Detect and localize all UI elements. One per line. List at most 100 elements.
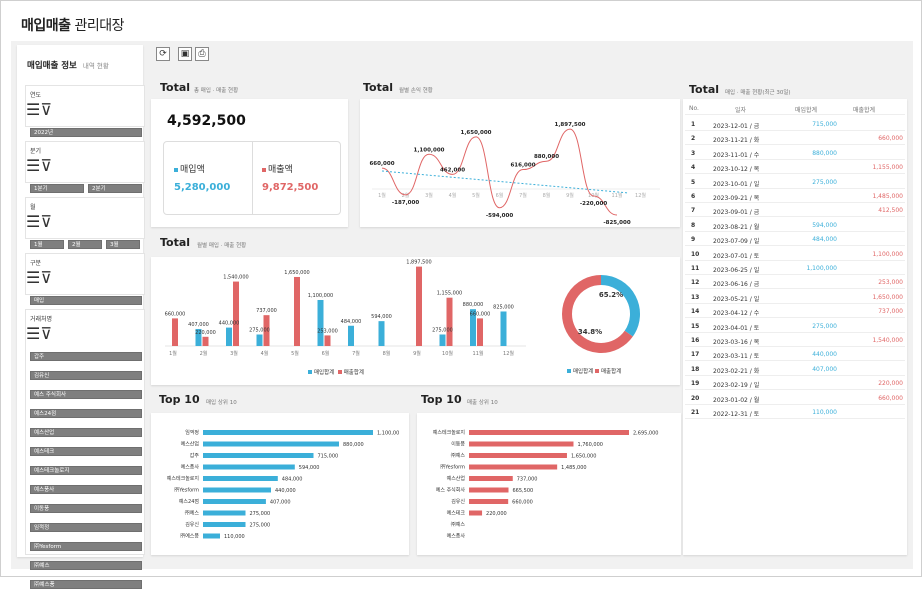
slicer-item[interactable]: 매입 (30, 296, 142, 305)
slicer-item[interactable]: 예스산업 (30, 428, 142, 437)
table-row[interactable]: 20 2023-01-02 / 월 660,000 (685, 391, 905, 405)
bar-sell (294, 276, 300, 346)
column-header[interactable]: No. (689, 105, 699, 112)
x-tick-label: 5월 (472, 192, 480, 199)
slicer-item[interactable]: 김유신 (30, 371, 142, 380)
clear-filter-icon[interactable]: ⊽ (40, 212, 53, 231)
x-tick-label: 3월 (230, 350, 238, 357)
table-row[interactable]: 13 2023-05-21 / 일 1,650,000 (685, 290, 905, 304)
multi-select-icon[interactable]: ☰ (26, 156, 41, 175)
slicer-item[interactable]: 예스테크놀로지 (30, 466, 142, 475)
table-row[interactable]: 17 2023-03-11 / 토 440,000 (685, 347, 905, 362)
row-buy: 715,000 (812, 121, 837, 128)
table-row[interactable]: 1 2023-12-01 / 금 715,000 (685, 117, 905, 131)
multi-select-icon[interactable]: ☰ (26, 268, 41, 287)
donut-slice-buy (600, 275, 640, 337)
slicer-item[interactable]: 1월 (30, 240, 64, 249)
slicer-item[interactable]: ㈜예스 (30, 561, 142, 570)
slicer-item[interactable]: 예스풍사 (30, 485, 142, 494)
top-bar (203, 499, 266, 504)
filter-heading: 매입매출 정보 내역 현황 (27, 61, 109, 71)
list-subtitle: 매입 · 매출 현황(최근 30일) (725, 90, 791, 96)
donut-sell-label: 65.2% (599, 291, 623, 299)
x-tick-label: 11월 (612, 192, 623, 199)
table-row[interactable]: 2 2023-11-21 / 화 660,000 (685, 131, 905, 146)
row-no: 21 (691, 409, 700, 416)
slicer-item[interactable]: 2월 (68, 240, 102, 249)
point-value-label: -825,000 (603, 220, 631, 226)
point-value-label: 1,650,000 (461, 130, 492, 136)
slicer-item[interactable]: 2분기 (88, 184, 142, 193)
column-header[interactable]: 일자 (735, 107, 747, 114)
table-row[interactable]: 16 2023-03-16 / 목 1,540,000 (685, 333, 905, 347)
table-row[interactable]: 21 2022-12-31 / 토 110,000 (685, 405, 905, 419)
multi-select-icon[interactable]: ☰ (26, 100, 41, 119)
point-value-label: -187,000 (392, 200, 420, 206)
bar-value-label: 660,000 (165, 311, 186, 317)
slicer-item[interactable]: 이동풍 (30, 504, 142, 513)
table-row[interactable]: 11 2023-06-25 / 일 1,100,000 (685, 261, 905, 275)
bar-buy (378, 321, 385, 346)
slicer-item[interactable]: ㈜Yesform (30, 542, 142, 551)
refresh-button[interactable]: ⟳ (156, 47, 170, 61)
table-row[interactable]: 7 2023-09-01 / 금 412,500 (685, 203, 905, 218)
bar-value-label: 440,000 (219, 321, 240, 327)
x-tick-label: 7월 (519, 192, 527, 199)
table-row[interactable]: 9 2023-07-09 / 일 484,000 (685, 232, 905, 247)
slicer-item[interactable]: 예스24점 (30, 409, 142, 418)
clear-filter-icon[interactable]: ⊽ (40, 324, 53, 343)
bar-sell (172, 318, 178, 346)
bar-value-label: 1,897,500 (406, 260, 431, 266)
kpi-box: 매입액 5,280,000 매출액 9,872,500 (163, 141, 341, 215)
top-bar (469, 476, 513, 481)
profit-line (381, 128, 618, 216)
table-row[interactable]: 15 2023-04-01 / 토 275,000 (685, 319, 905, 333)
row-date: 2023-02-21 / 화 (713, 367, 760, 375)
slicer-item[interactable]: 예스 주식회사 (30, 390, 142, 399)
table-row[interactable]: 10 2023-07-01 / 토 1,100,000 (685, 247, 905, 261)
x-tick-label: 9월 (566, 192, 574, 199)
top-category-label: 예스테크놀로지 (167, 475, 199, 482)
slicer-item[interactable]: 3월 (106, 240, 140, 249)
ratio-donut-chart: 65.2% 34.8% (562, 275, 640, 353)
monthly-bar-chart: 1월 660,000 2월 407,000 220,000 3월 440,000 1,540,… (165, 260, 526, 357)
row-sell: 220,000 (878, 380, 903, 388)
print-button[interactable]: ⎙ (195, 47, 209, 61)
row-sell: 412,500 (878, 207, 903, 215)
slicer-item[interactable]: ㈜예스풍 (30, 580, 142, 589)
table-row[interactable]: 19 2023-02-19 / 일 220,000 (685, 376, 905, 391)
profit-title: Total (363, 81, 394, 94)
slicer-item[interactable]: 1분기 (30, 184, 84, 193)
slicer-item[interactable]: 2022년 (30, 128, 142, 137)
x-tick-label: 6월 (322, 350, 330, 357)
clear-filter-icon[interactable]: ⊽ (40, 156, 53, 175)
slicer-quarter: 분기☰⊽1분기2분기3분기4분기 (25, 141, 145, 212)
table-row[interactable]: 4 2023-10-12 / 목 1,155,000 (685, 160, 905, 175)
row-no: 10 (691, 250, 700, 258)
table-row[interactable]: 12 2023-06-16 / 금 253,000 (685, 275, 905, 290)
x-tick-label: 12월 (503, 350, 514, 357)
clear-filter-icon[interactable]: ⊽ (40, 100, 53, 119)
column-header[interactable]: 매입합계 (795, 107, 818, 114)
table-row[interactable]: 8 2023-08-21 / 월 594,000 (685, 218, 905, 232)
slicer-item[interactable]: 갑주 (30, 352, 142, 361)
multi-select-icon[interactable]: ☰ (26, 324, 41, 343)
table-row[interactable]: 6 2023-09-21 / 목 1,485,000 (685, 189, 905, 203)
table-row[interactable]: 3 2023-11-01 / 수 880,000 (685, 146, 905, 160)
save-button[interactable]: ▣ (178, 47, 192, 61)
table-row[interactable]: 14 2023-04-12 / 수 737,000 (685, 304, 905, 319)
row-no: 9 (691, 236, 696, 244)
slicer-item[interactable]: 예스테크 (30, 447, 142, 456)
table-header: No. 일자 매입합계 매출합계 (685, 101, 905, 115)
clear-filter-icon[interactable]: ⊽ (40, 268, 53, 287)
slicer-item[interactable]: 임꺽정 (30, 523, 142, 532)
donut-slice-sell (562, 275, 633, 353)
table-row[interactable]: 5 2023-10-01 / 일 275,000 (685, 175, 905, 189)
x-tick-label: 5월 (291, 350, 299, 357)
column-header[interactable]: 매출합계 (853, 107, 876, 114)
top-bar-value: 594,000 (299, 465, 320, 471)
bar-value-label: 594,000 (371, 314, 392, 320)
multi-select-icon[interactable]: ☰ (26, 212, 41, 231)
table-row[interactable]: 18 2023-02-21 / 화 407,000 (685, 362, 905, 376)
